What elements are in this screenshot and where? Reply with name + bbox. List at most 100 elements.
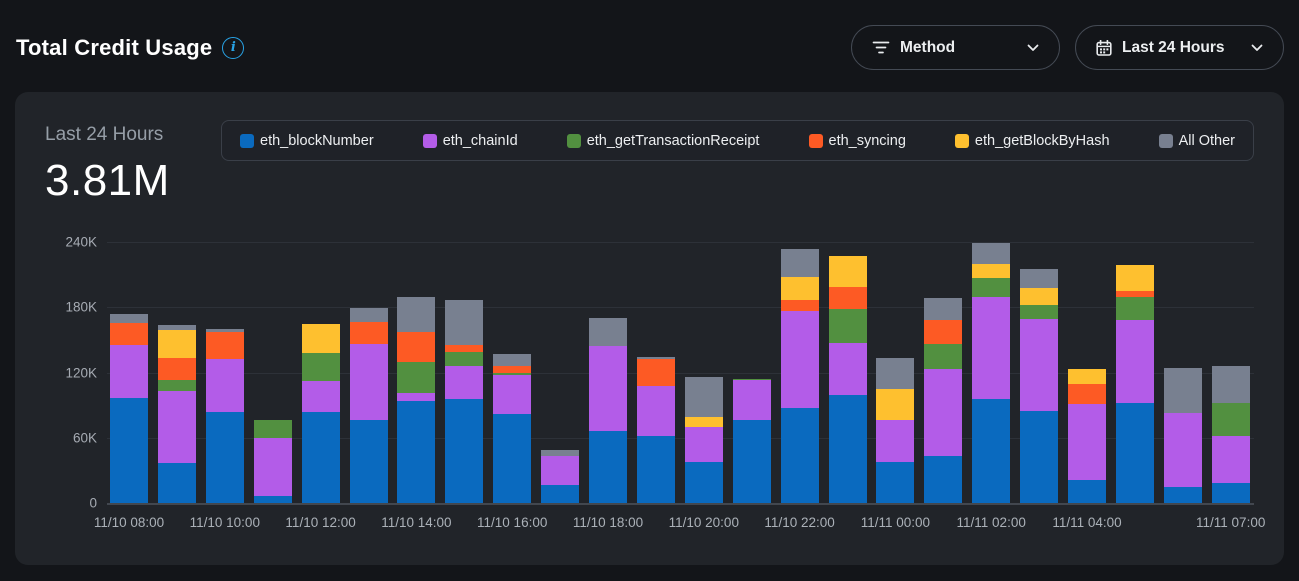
stacked-bar[interactable] <box>732 379 771 503</box>
stacked-bar[interactable] <box>1115 264 1154 503</box>
bar-segment <box>924 297 963 321</box>
timerange-dropdown[interactable]: Last 24 Hours <box>1075 25 1284 70</box>
bar-segment <box>205 359 244 412</box>
stacked-bar[interactable] <box>541 449 580 503</box>
bar-segment <box>876 358 915 389</box>
bar-segment <box>876 461 915 503</box>
legend-item[interactable]: eth_getBlockByHash <box>954 133 1110 149</box>
gridline <box>107 307 1254 309</box>
stacked-bar[interactable] <box>301 323 340 503</box>
bar-segment <box>110 322 148 346</box>
stacked-bar[interactable] <box>1163 368 1202 503</box>
bar-segment <box>205 332 244 360</box>
bar-segment <box>397 361 436 394</box>
page-title: Total Credit Usage <box>16 34 213 60</box>
bar-segment <box>828 343 867 396</box>
gridline <box>107 372 1254 374</box>
stacked-bar[interactable] <box>972 243 1011 503</box>
x-tick-label: 11/10 08:00 <box>93 515 165 530</box>
bar-segment <box>1068 404 1106 481</box>
bar-segment <box>924 369 963 457</box>
bar-segment <box>1020 269 1059 288</box>
credit-usage-chart: 240K 180K 120K 60K 0 11/10 08:00 11/10 10:00 1… <box>45 235 1265 531</box>
method-dropdown[interactable]: Method <box>851 25 1060 70</box>
card-top: Last 24 Hours 3.81M eth_blockNumber eth_c… <box>45 120 1254 206</box>
bar-segment <box>1211 435 1250 484</box>
bar-segment <box>445 398 484 503</box>
bar-segment <box>589 346 627 432</box>
stacked-bar[interactable] <box>924 297 963 503</box>
stacked-bar[interactable] <box>110 313 148 503</box>
y-tick-label: 240K <box>65 234 97 250</box>
bar-segment <box>876 388 915 421</box>
bar-segment <box>301 381 340 412</box>
bar-segment <box>110 397 148 503</box>
x-tick-label: 11/10 14:00 <box>381 515 452 530</box>
stacked-bar[interactable] <box>1068 369 1106 503</box>
bar-segment <box>1163 368 1202 413</box>
legend-item[interactable]: All Other <box>1158 132 1235 149</box>
bar-segment <box>205 411 244 503</box>
stacked-bar[interactable] <box>1211 366 1250 503</box>
legend-item[interactable]: eth_syncing <box>808 133 906 149</box>
stacked-bar[interactable] <box>493 354 532 503</box>
bar-segment <box>493 372 532 375</box>
stacked-bar[interactable] <box>157 324 196 503</box>
bar-segment <box>349 308 388 323</box>
bar-segment <box>493 354 532 366</box>
x-tick-label: 11/11 02:00 <box>956 515 1026 530</box>
bar-segment <box>110 313 148 323</box>
bar-segment <box>972 398 1011 503</box>
credit-usage-card: Last 24 Hours 3.81M eth_blockNumber eth_c… <box>15 92 1284 565</box>
bar-segment <box>1163 412 1202 487</box>
info-icon[interactable]: i <box>222 36 245 59</box>
stacked-bar[interactable] <box>349 308 388 503</box>
bar-segment <box>349 322 388 345</box>
legend-item[interactable]: eth_blockNumber <box>240 133 374 149</box>
stacked-bar[interactable] <box>780 248 819 503</box>
stacked-bar[interactable] <box>876 358 915 503</box>
bar-segment <box>397 400 436 503</box>
bar-segment <box>636 359 675 386</box>
y-axis: 240K 180K 120K 60K 0 <box>45 235 107 511</box>
legend-label: All Other <box>1178 132 1235 149</box>
bar-segment <box>1163 486 1202 503</box>
bar-segment <box>828 309 867 344</box>
bar-segment <box>972 263 1011 278</box>
bar-segment <box>445 365 484 399</box>
stacked-bar[interactable] <box>253 420 292 503</box>
stacked-bar[interactable] <box>636 357 675 503</box>
stacked-bar[interactable] <box>205 329 244 503</box>
bar-segment <box>157 391 196 463</box>
x-axis-line <box>107 503 1254 505</box>
bar-segment <box>684 426 723 462</box>
x-tick-label: 11/10 10:00 <box>189 515 260 530</box>
stacked-bar[interactable] <box>589 318 627 503</box>
bar-segment <box>732 379 771 381</box>
bar-segment <box>1115 297 1154 321</box>
bar-segment <box>780 408 819 503</box>
bar-segment <box>972 243 1011 264</box>
bar-segment <box>828 286 867 310</box>
bar-segment <box>397 332 436 362</box>
bar-segment <box>684 461 723 503</box>
chevron-down-icon <box>1027 44 1039 51</box>
calendar-icon <box>1096 39 1112 56</box>
bar-segment <box>636 357 675 360</box>
legend-label: eth_blockNumber <box>260 132 374 149</box>
bar-segment <box>157 380 196 391</box>
bar-segment <box>541 449 580 457</box>
stacked-bar[interactable] <box>684 376 723 503</box>
legend-label: eth_chainId <box>442 132 518 149</box>
stacked-bar[interactable] <box>445 299 484 503</box>
bar-segment <box>157 462 196 503</box>
legend-item[interactable]: eth_chainId <box>422 132 518 149</box>
stacked-bar[interactable] <box>397 297 436 503</box>
bar-segment <box>780 276 819 300</box>
stacked-bar[interactable] <box>828 256 867 503</box>
bar-segment <box>301 323 340 353</box>
bar-segment <box>636 435 675 503</box>
y-tick-label: 60K <box>72 430 97 446</box>
legend-item[interactable]: eth_getTransactionReceipt <box>566 133 759 149</box>
stacked-bar[interactable] <box>1020 269 1059 503</box>
